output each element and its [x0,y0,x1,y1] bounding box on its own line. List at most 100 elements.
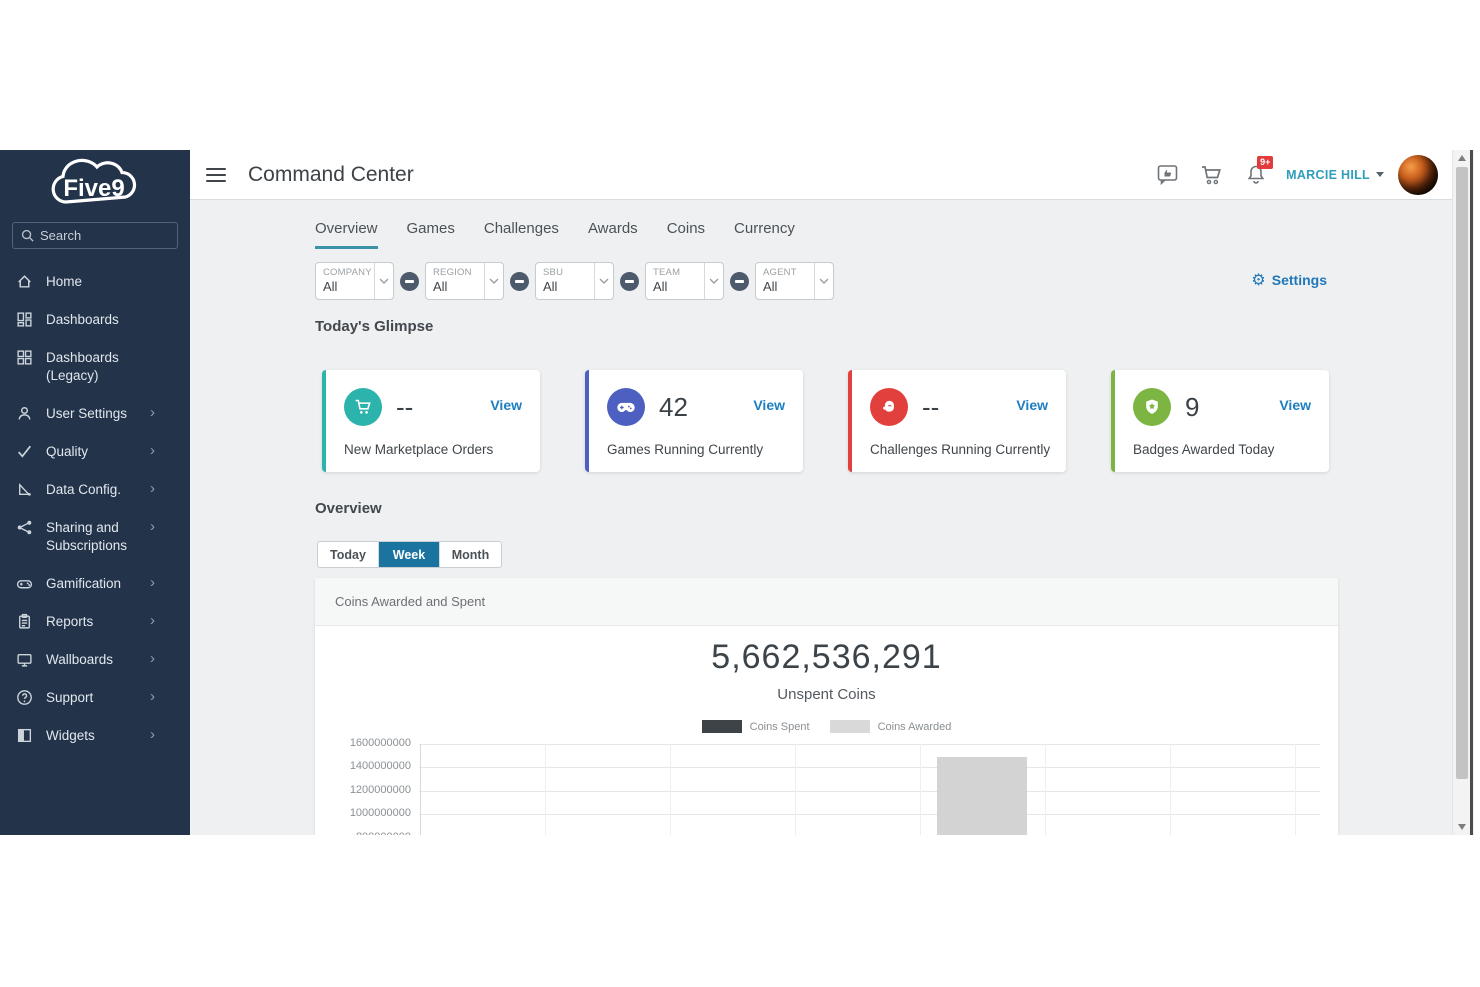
boxing-glove-icon [870,388,908,426]
legend-swatch-awarded [829,720,870,733]
feedback-thumbs-up-icon [1157,164,1178,185]
search-icon [21,229,34,242]
tab-coins[interactable]: Coins [666,220,706,237]
hamburger-menu-icon[interactable] [206,164,226,186]
coins-chart-panel: Coins Awarded and Spent 5,662,536,291 Un… [315,578,1338,835]
card-label: New Marketplace Orders [344,442,494,457]
unspent-coins-value: 5,662,536,291 [711,638,942,676]
sidebar-search[interactable] [12,222,178,249]
gridline [419,814,1320,815]
sidebar-item-dashboards[interactable]: Dashboards [0,301,190,339]
card-label: Games Running Currently [607,442,764,457]
agent-filter-dropdown[interactable]: AGENT All [755,262,834,300]
dashboards-legacy-icon [17,350,32,365]
scrollbar-thumb[interactable] [1456,167,1468,779]
monitor-icon [17,654,32,667]
dashboards-icon [17,312,32,327]
top-header: Command Center [190,150,1452,200]
chevron-down-icon [594,263,613,299]
view-link[interactable]: View [753,397,785,413]
chart-title: Coins Awarded and Spent [335,594,486,609]
logo-text: Five9 [63,175,124,202]
chart-legend: Coins Spent Coins Awarded [315,720,1338,733]
card-badges-awarded: 9 View Badges Awarded Today [1111,370,1329,472]
gear-icon: ⚙ [1251,270,1266,289]
gridline [545,744,546,835]
sidebar-item-user-settings[interactable]: User Settings › [0,395,190,433]
scrollbar-down-arrow-icon[interactable] [1458,824,1466,830]
chevron-right-icon: › [150,404,155,421]
chevron-right-icon: › [150,612,155,629]
tab-challenges[interactable]: Challenges [483,220,559,237]
card-value: -- [922,392,940,422]
sidebar-nav: Home Dashboards Dashboards (Legacy) [0,263,190,755]
filter-link-icon [400,271,419,291]
sidebar-item-sharing-subscriptions[interactable]: Sharing and Subscriptions › [0,509,190,565]
tab-bar: Overview Games Challenges Awards Coins C… [315,220,795,249]
overview-section-title: Overview [315,500,382,517]
card-new-marketplace-orders: -- View New Marketplace Orders [322,370,540,472]
unspent-coins-label: Unspent Coins [777,686,876,703]
filter-row: COMPANY All REGION All SBU All TEAM All [315,262,834,300]
badge-shield-icon [1133,388,1171,426]
card-value: -- [396,392,414,422]
scrollbar-up-arrow-icon[interactable] [1458,155,1466,161]
notifications-button[interactable]: 9+ [1244,155,1274,187]
card-value: 42 [659,392,688,422]
sidebar-item-quality[interactable]: Quality › [0,433,190,471]
card-value: 9 [1185,392,1200,422]
period-week-button[interactable]: Week [379,542,440,567]
y-axis-tick: 800000000 [323,831,411,835]
feedback-button[interactable] [1156,163,1180,187]
sbu-filter-dropdown[interactable]: SBU All [535,262,614,300]
window-edge [1470,150,1473,835]
chevron-down-icon [374,263,393,299]
y-axis-tick: 1600000000 [349,737,411,749]
sidebar-item-gamification[interactable]: Gamification › [0,565,190,603]
sidebar-item-support[interactable]: Support › [0,679,190,717]
user-icon [18,407,31,420]
gridline [419,744,1320,745]
chevron-right-icon: › [150,650,155,667]
sidebar-item-home[interactable]: Home [0,263,190,301]
legend-coins-awarded: Coins Awarded [829,720,951,733]
sidebar-item-reports[interactable]: Reports › [0,603,190,641]
chevron-right-icon: › [150,480,155,497]
card-label: Badges Awarded Today [1133,442,1275,457]
gridline [920,744,921,835]
view-link[interactable]: View [490,397,522,413]
chart-bar-coins-awarded [937,757,1027,835]
sidebar-item-dashboards-legacy[interactable]: Dashboards (Legacy) [0,339,190,395]
team-filter-dropdown[interactable]: TEAM All [645,262,724,300]
period-month-button[interactable]: Month [451,547,490,562]
glimpse-section-title: Today's Glimpse [315,318,434,335]
company-filter-dropdown[interactable]: COMPANY All [315,262,394,300]
tab-overview[interactable]: Overview [315,220,378,249]
filter-link-icon [730,271,749,291]
region-filter-dropdown[interactable]: REGION All [425,262,504,300]
gridline [670,744,671,835]
avatar[interactable] [1398,154,1438,195]
tab-games[interactable]: Games [406,220,455,237]
chart-panel-header: Coins Awarded and Spent [315,578,1338,626]
period-today-button[interactable]: Today [318,542,379,567]
search-input[interactable] [40,228,160,243]
chevron-down-icon [704,263,723,299]
tab-currency[interactable]: Currency [734,220,795,237]
user-menu[interactable]: MARCIE HILL [1286,168,1384,182]
vertical-scrollbar[interactable] [1452,150,1470,835]
settings-button[interactable]: ⚙ Settings [1251,270,1327,289]
sidebar-item-wallboards[interactable]: Wallboards › [0,641,190,679]
share-icon [17,520,32,535]
chevron-right-icon: › [150,688,155,705]
sidebar-item-widgets[interactable]: Widgets › [0,717,190,755]
view-link[interactable]: View [1016,397,1048,413]
tab-awards[interactable]: Awards [587,220,638,237]
sidebar-item-data-config[interactable]: Data Config. › [0,471,190,509]
card-challenges-running: -- View Challenges Running Currently [848,370,1066,472]
marketplace-cart-button[interactable] [1200,163,1224,187]
period-toggle: Today Week Month [317,541,502,568]
clipboard-icon [19,613,30,629]
sidebar: Five9 Home Dashboards [0,150,190,835]
view-link[interactable]: View [1279,397,1311,413]
